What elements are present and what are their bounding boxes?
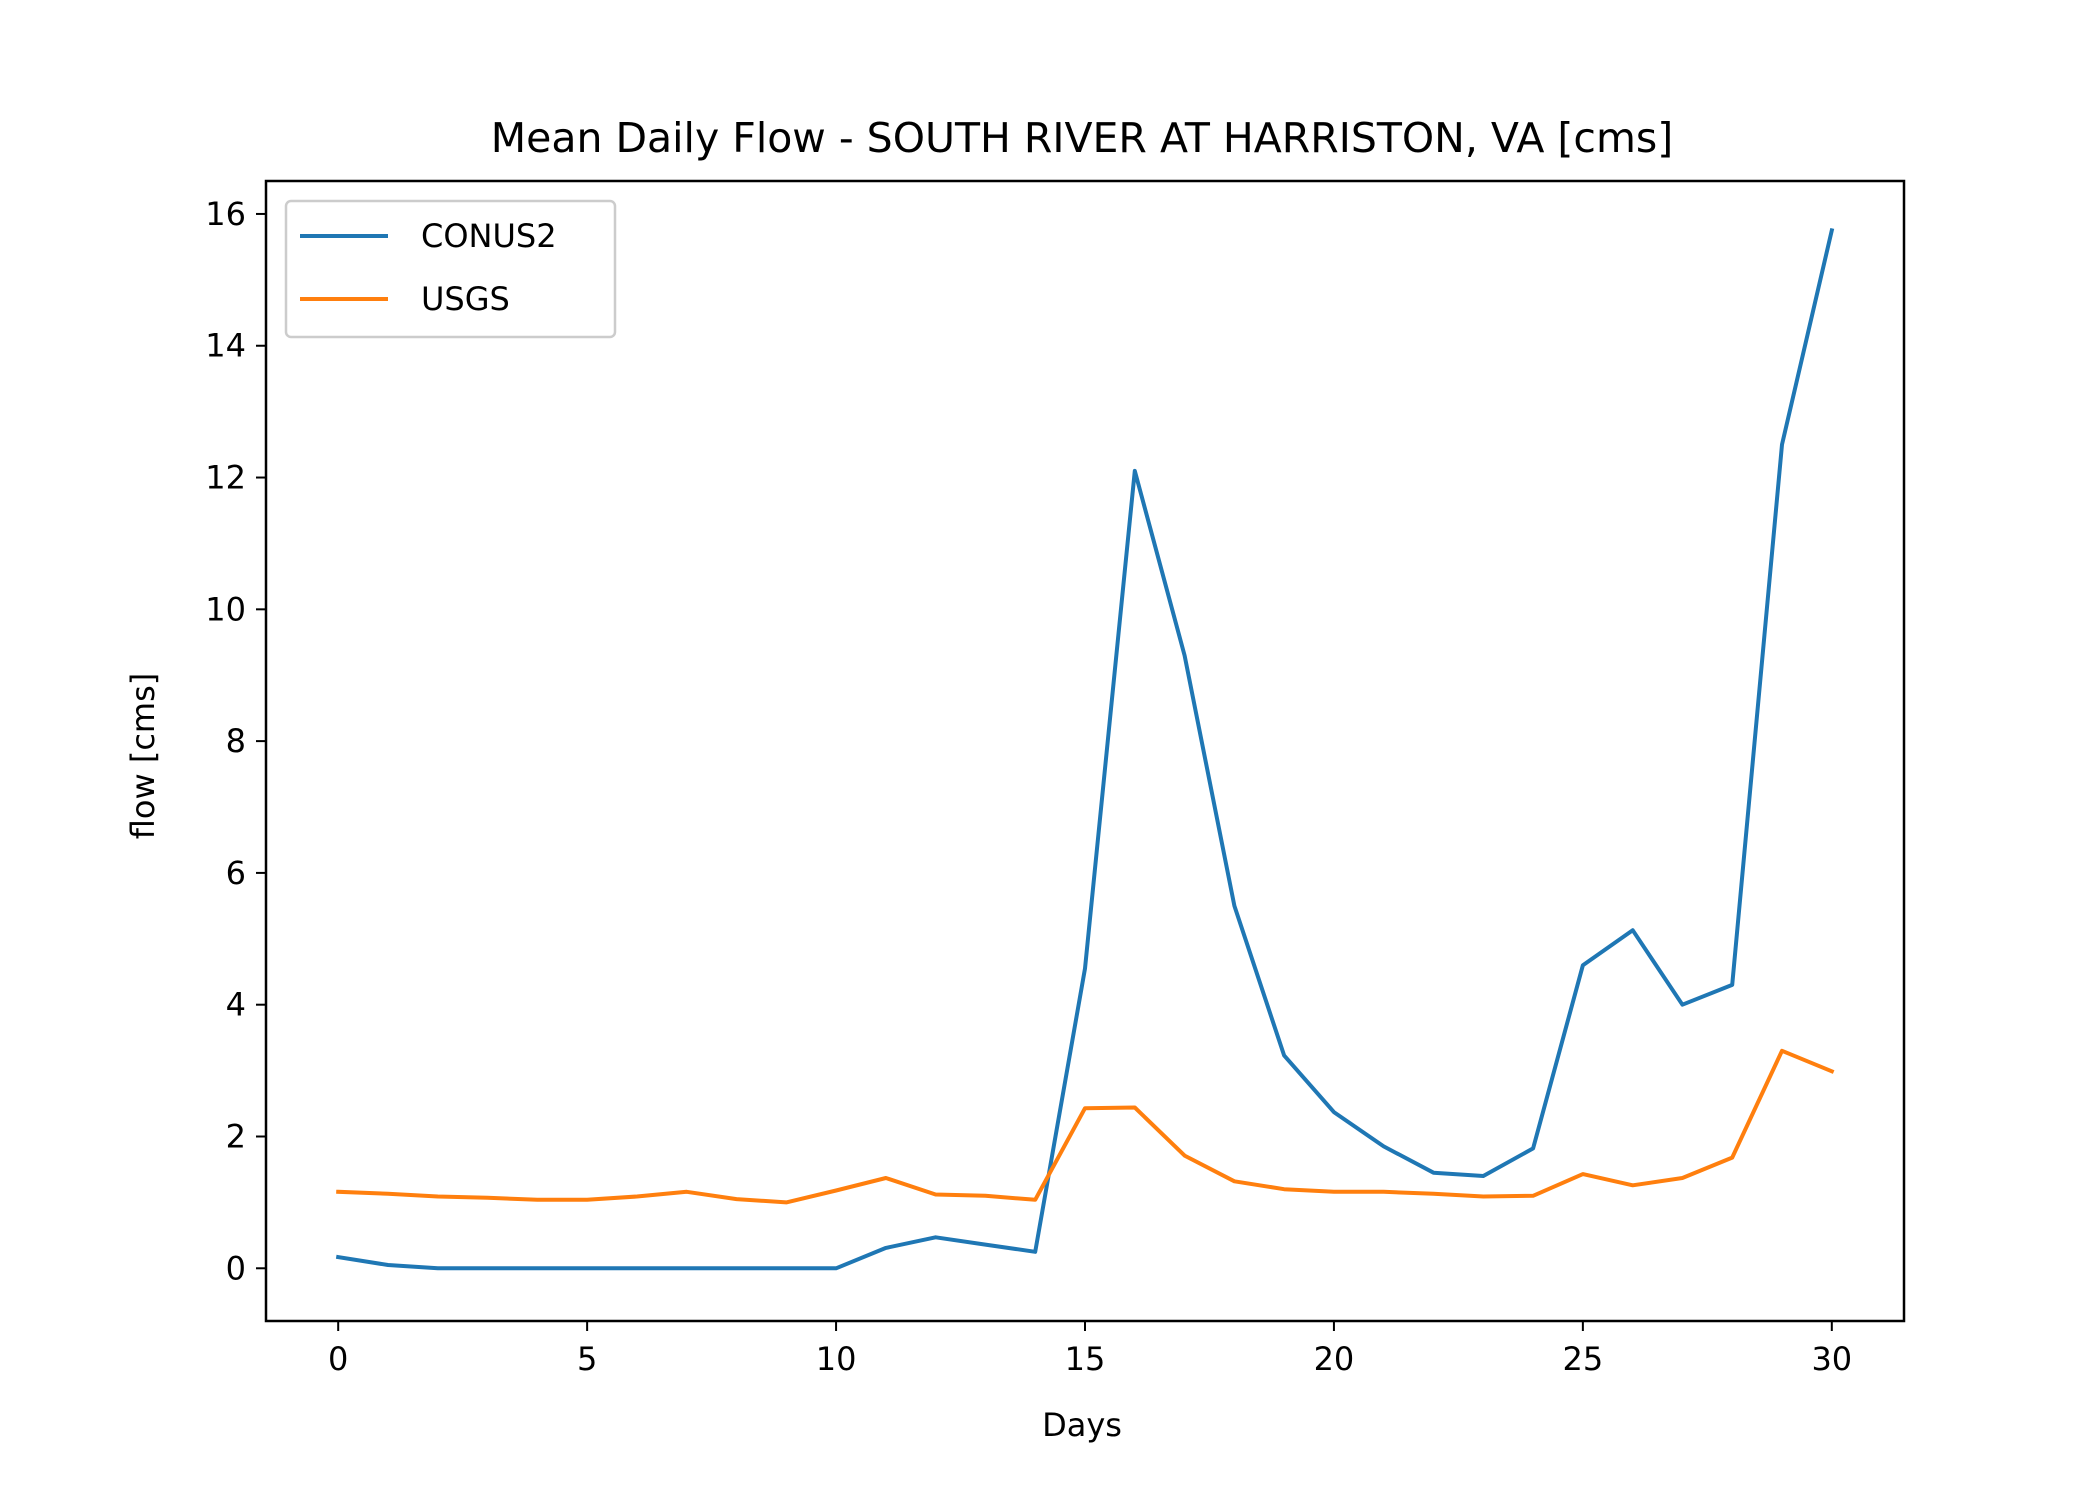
y-tick-label: 2 [226,1117,246,1155]
legend-label-usgs: USGS [421,280,510,318]
x-tick-label: 20 [1314,1340,1355,1378]
axes: 0 5 10 15 20 25 30 0 2 4 6 8 10 12 14 16 [205,179,1906,1378]
x-tick-label: 5 [577,1340,597,1378]
y-tick-label: 14 [205,327,246,365]
y-tick-label: 12 [205,459,246,497]
plot-area [335,227,1835,1271]
legend-label-conus2: CONUS2 [421,217,557,255]
series-line-conus2 [335,227,1835,1271]
y-axis-label: flow [cms] [124,673,162,839]
chart-title: Mean Daily Flow - SOUTH RIVER AT HARRIST… [491,114,1674,162]
x-axis-label: Days [1042,1406,1122,1444]
y-tick-label: 16 [205,195,246,233]
y-tick-label: 0 [226,1249,246,1287]
legend: CONUS2 USGS [284,199,617,339]
x-tick-label: 25 [1563,1340,1604,1378]
x-tick-label: 30 [1811,1340,1852,1378]
x-tick-label: 15 [1065,1340,1106,1378]
y-tick-label: 6 [226,854,246,892]
x-tick-label: 0 [328,1340,348,1378]
x-tick-label: 10 [816,1340,857,1378]
series-line-usgs [336,1048,1835,1205]
y-tick-label: 8 [226,722,246,760]
y-tick-label: 4 [226,986,246,1024]
y-tick-label: 10 [205,590,246,628]
